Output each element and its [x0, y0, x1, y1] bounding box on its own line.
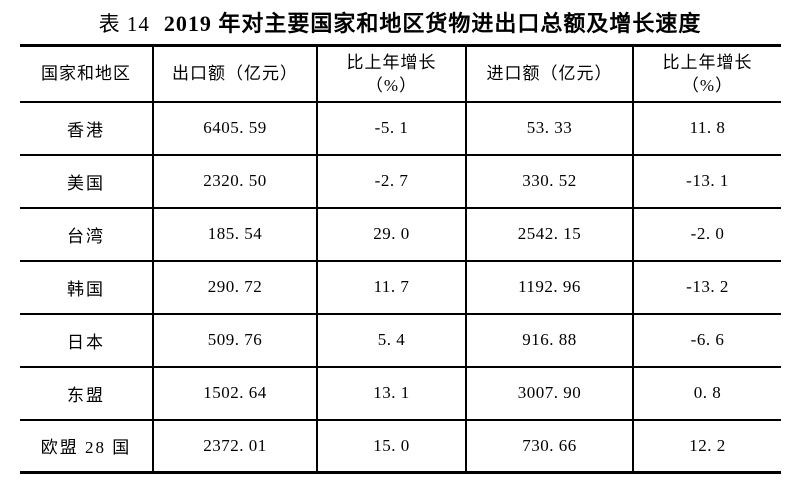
table-cell-export: 290. 72 — [153, 260, 318, 315]
table-cell-export-growth: 5. 4 — [317, 313, 467, 368]
table-cell-export-growth: 13. 1 — [317, 366, 467, 421]
table-cell-import-growth: -13. 2 — [633, 260, 781, 315]
table-row-usa: 美国 2320. 50 -2. 7 330. 52 -13. 1 — [20, 154, 781, 209]
table-body: 香港 6405. 59 -5. 1 53. 33 11. 8 美国 2320. … — [20, 101, 781, 474]
table-caption: 表 14 2019 年对主要国家和地区货物进出口总额及增长速度 — [0, 9, 800, 42]
table-cell-import: 53. 33 — [466, 101, 634, 156]
table-row-asean: 东盟 1502. 64 13. 1 3007. 90 0. 8 — [20, 366, 781, 421]
statistics-table-container: 国家和地区 出口额（亿元） 比上年增长 （%） 进口额（亿元） 比上年增长 — [20, 44, 781, 474]
table-row-korea: 韩国 290. 72 11. 7 1192. 96 -13. 2 — [20, 260, 781, 315]
table-cell-import-growth: -6. 6 — [633, 313, 781, 368]
row-header: 美国 — [20, 154, 154, 209]
table-cell-import-growth: 11. 8 — [633, 101, 781, 156]
table-cell-export: 6405. 59 — [153, 101, 318, 156]
column-header-export: 出口额（亿元） — [153, 45, 318, 103]
table-row-hongkong: 香港 6405. 59 -5. 1 53. 33 11. 8 — [20, 101, 781, 156]
table-cell-import: 330. 52 — [466, 154, 634, 209]
table-title: 2019 年对主要国家和地区货物进出口总额及增长速度 — [163, 11, 702, 36]
table-cell-export-growth: -2. 7 — [317, 154, 467, 209]
table-cell-export: 2372. 01 — [153, 419, 318, 474]
table-cell-export: 1502. 64 — [153, 366, 318, 421]
column-header-export-growth: 比上年增长 （%） — [317, 45, 467, 103]
row-header: 韩国 — [20, 260, 154, 315]
table-cell-export-growth: 11. 7 — [317, 260, 467, 315]
row-header: 欧盟 28 国 — [20, 419, 154, 474]
table-cell-import-growth: 0. 8 — [633, 366, 781, 421]
trade-statistics-table: 国家和地区 出口额（亿元） 比上年增长 （%） 进口额（亿元） 比上年增长 — [20, 44, 781, 474]
table-header: 国家和地区 出口额（亿元） 比上年增长 （%） 进口额（亿元） 比上年增长 — [20, 45, 781, 103]
column-header-import-growth: 比上年增长 （%） — [633, 45, 781, 103]
row-header: 日本 — [20, 313, 154, 368]
column-header-region: 国家和地区 — [20, 45, 154, 103]
header-row: 国家和地区 出口额（亿元） 比上年增长 （%） 进口额（亿元） 比上年增长 — [20, 45, 781, 103]
table-row-eu28: 欧盟 28 国 2372. 01 15. 0 730. 66 12. 2 — [20, 419, 781, 474]
column-header-import: 进口额（亿元） — [466, 45, 634, 103]
row-header: 香港 — [20, 101, 154, 156]
table-cell-export-growth: 15. 0 — [317, 419, 467, 474]
table-cell-export: 509. 76 — [153, 313, 318, 368]
table-cell-import: 1192. 96 — [466, 260, 634, 315]
table-cell-import: 3007. 90 — [466, 366, 634, 421]
table-row-taiwan: 台湾 185. 54 29. 0 2542. 15 -2. 0 — [20, 207, 781, 262]
table-cell-export-growth: 29. 0 — [317, 207, 467, 262]
row-header: 台湾 — [20, 207, 154, 262]
table-cell-import: 2542. 15 — [466, 207, 634, 262]
table-cell-import-growth: -13. 1 — [633, 154, 781, 209]
table-cell-export: 185. 54 — [153, 207, 318, 262]
table-cell-export-growth: -5. 1 — [317, 101, 467, 156]
table-row-japan: 日本 509. 76 5. 4 916. 88 -6. 6 — [20, 313, 781, 368]
row-header: 东盟 — [20, 366, 154, 421]
table-cell-import: 916. 88 — [466, 313, 634, 368]
table-cell-import-growth: -2. 0 — [633, 207, 781, 262]
table-cell-export: 2320. 50 — [153, 154, 318, 209]
table-number-label: 表 14 — [98, 12, 150, 36]
table-cell-import-growth: 12. 2 — [633, 419, 781, 474]
table-cell-import: 730. 66 — [466, 419, 634, 474]
